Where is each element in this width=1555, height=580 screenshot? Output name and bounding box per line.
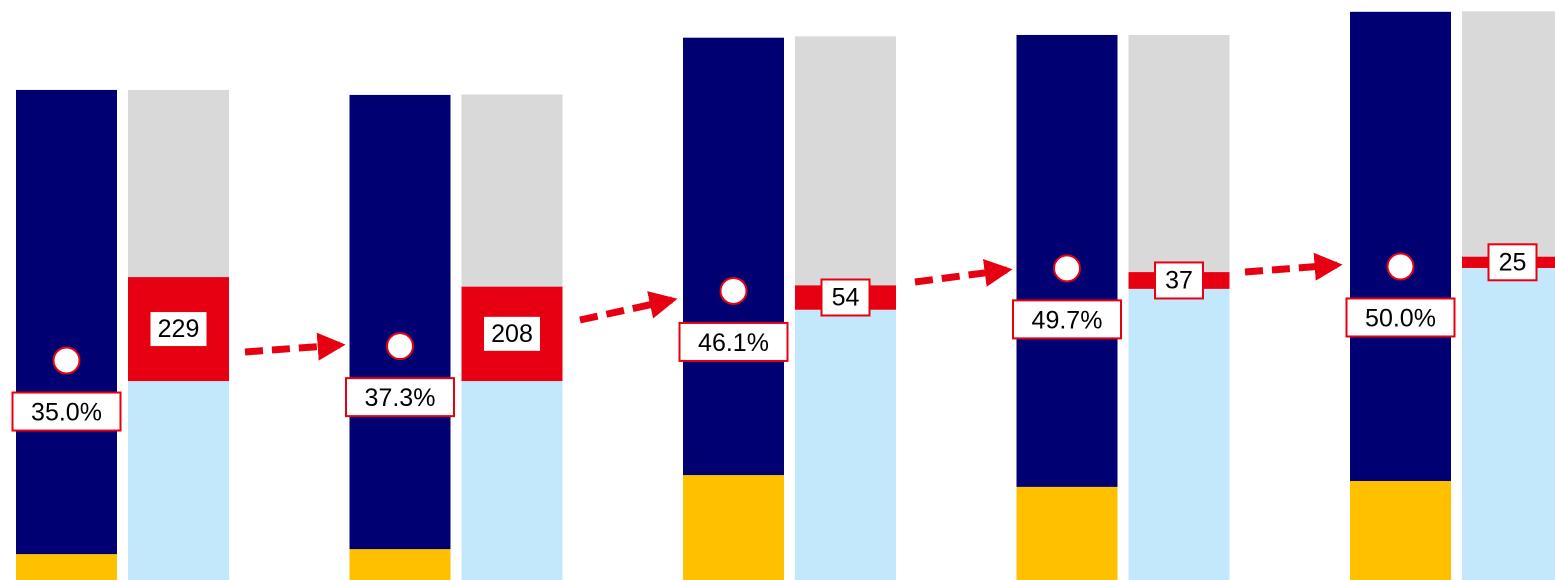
bar-segment <box>683 475 784 580</box>
bar-segment <box>461 381 563 580</box>
value-label: 37.3% <box>365 384 436 412</box>
bar-segment <box>795 36 896 286</box>
value-label: 37 <box>1165 266 1193 294</box>
marker <box>1386 252 1415 281</box>
value-label: 25 <box>1499 248 1527 276</box>
marker <box>1053 254 1081 283</box>
value-label: 229 <box>158 315 200 343</box>
bar-segment <box>128 89 229 278</box>
marker <box>719 276 748 305</box>
label-box <box>1012 299 1122 340</box>
label-box <box>482 314 542 353</box>
value-label: 35.0% <box>31 399 102 427</box>
bar-segment <box>16 554 117 580</box>
value-label: 50.0% <box>1365 304 1436 332</box>
bar-segment <box>683 37 784 476</box>
label-box <box>678 321 789 362</box>
bars <box>16 11 1555 580</box>
bar-segment <box>1462 267 1555 580</box>
bar-segment <box>1128 288 1230 580</box>
arrow <box>579 291 678 324</box>
bar-segment <box>1350 11 1451 481</box>
value-label: 54 <box>832 283 860 311</box>
arrow <box>914 259 1013 287</box>
label-box <box>1154 261 1204 300</box>
bar-segment <box>1016 486 1118 580</box>
label-box <box>148 310 209 349</box>
bar-segment <box>461 94 563 287</box>
marker <box>386 332 414 361</box>
bar-segment <box>349 94 451 550</box>
bar-segment <box>349 549 451 580</box>
label-box <box>345 377 455 418</box>
bar-segment <box>16 89 117 555</box>
bar-segment <box>795 309 896 580</box>
bar-segment <box>1462 11 1555 257</box>
value-label: 49.7% <box>1032 306 1103 334</box>
value-label: 46.1% <box>698 329 769 357</box>
arrow <box>1244 252 1343 281</box>
label-box <box>1345 297 1456 338</box>
value-label: 208 <box>491 320 533 348</box>
bar-segment <box>1350 480 1451 580</box>
bar-segment <box>1128 34 1230 273</box>
label-box <box>11 391 122 432</box>
bar-segment <box>128 381 229 580</box>
label-box <box>820 278 871 317</box>
arrow <box>244 332 346 361</box>
marker <box>52 346 81 375</box>
labels: 229 35.0% 208 37.3% 54 46.1% 37 49.7% 25 50.0% <box>11 243 1538 432</box>
label-box <box>1487 243 1538 282</box>
arrows <box>244 252 1343 361</box>
